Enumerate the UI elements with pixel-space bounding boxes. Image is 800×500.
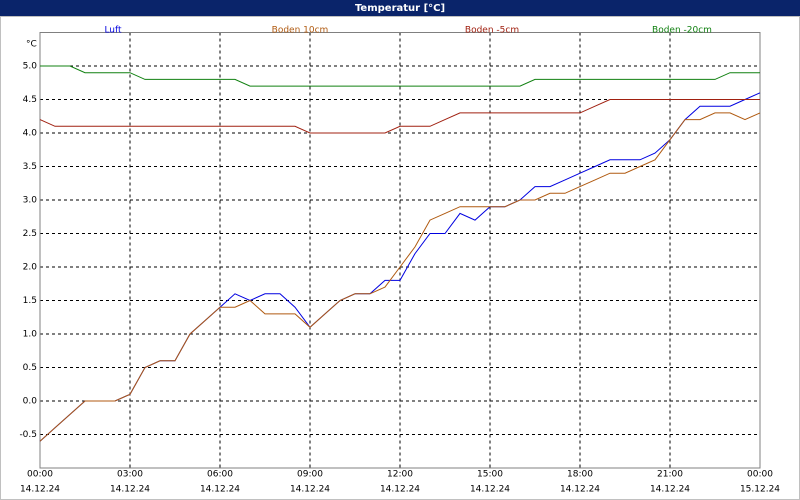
y-tick-label: 4.0 [23,129,38,139]
y-axis-label: °C [26,40,37,50]
x-tick-label: 12:00 [387,470,413,480]
legend-entry: Boden -5cm [465,26,519,36]
y-tick-label: 2.0 [23,263,38,273]
y-tick-label: 1.5 [23,296,37,306]
chart-title: Temperatur [°C] [355,3,445,14]
x-tick-label: 15:00 [477,470,503,480]
series-line [39,99,760,134]
x-tick-label: 06:00 [207,470,233,480]
x-tick-label: 18:00 [567,470,593,480]
x-tick-date: 14.12.24 [650,485,690,495]
y-tick-label: 4.5 [23,95,37,105]
legend-entry: Boden -20cm [652,26,712,36]
y-tick-label: 0.0 [23,397,38,407]
y-tick-label: 0.5 [23,363,37,373]
x-tick-date: 14.12.24 [290,485,330,495]
x-tick-date: 14.12.24 [380,485,420,495]
y-tick-label: 3.5 [23,162,37,172]
x-tick-date: 14.12.24 [470,485,510,495]
x-tick-label: 00:00 [27,470,53,480]
x-tick-label: 00:00 [747,470,773,480]
x-tick-date: 14.12.24 [560,485,600,495]
y-tick-label: 1.0 [23,330,38,340]
title-bar [0,0,800,16]
y-tick-label: 2.5 [23,229,37,239]
legend-entry: Boden 10cm [272,26,329,36]
x-tick-label: 03:00 [117,470,143,480]
x-tick-label: 09:00 [297,470,323,480]
series-line [39,112,761,442]
x-tick-date: 14.12.24 [200,485,240,495]
x-tick-date: 15.12.24 [740,485,780,495]
y-tick-label: -0.5 [19,430,37,440]
y-tick-label: 3.0 [23,196,38,206]
x-tick-date: 14.12.24 [20,485,60,495]
legend-entry: Luft [104,26,122,36]
plot-frame [39,32,761,469]
x-tick-label: 21:00 [657,470,683,480]
series-line [40,65,760,87]
y-tick-label: 5.0 [23,62,38,72]
x-tick-date: 14.12.24 [110,485,150,495]
